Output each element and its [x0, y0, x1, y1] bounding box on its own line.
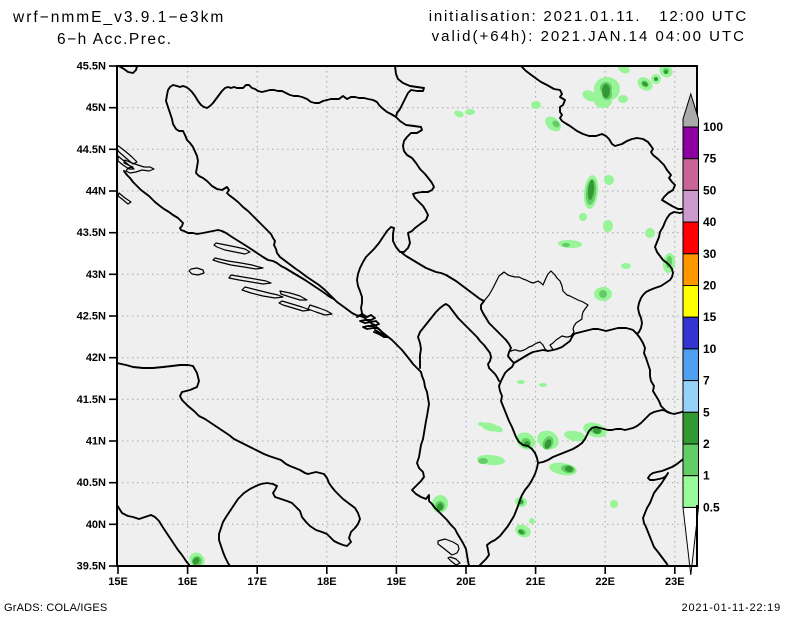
svg-text:40.5N: 40.5N	[77, 477, 106, 489]
svg-text:GrADS: COLA/IGES: GrADS: COLA/IGES	[4, 602, 107, 614]
svg-text:30: 30	[703, 247, 717, 261]
svg-text:5: 5	[703, 405, 710, 419]
svg-text:16E: 16E	[178, 576, 198, 588]
svg-text:50: 50	[703, 183, 717, 197]
svg-text:44.5N: 44.5N	[77, 144, 106, 156]
svg-text:1: 1	[703, 469, 710, 483]
svg-text:15E: 15E	[108, 576, 128, 588]
svg-text:100: 100	[703, 120, 723, 134]
svg-text:75: 75	[703, 152, 717, 166]
svg-text:41.5N: 41.5N	[77, 394, 106, 406]
svg-text:19E: 19E	[387, 576, 407, 588]
svg-text:44N: 44N	[86, 186, 106, 198]
svg-text:initialisation: 2021.01.11.: initialisation: 2021.01.11. 12:00 UTC	[429, 8, 748, 25]
svg-text:21E: 21E	[526, 576, 546, 588]
svg-text:20: 20	[703, 279, 717, 293]
svg-text:15: 15	[703, 310, 717, 324]
svg-text:40N: 40N	[86, 519, 106, 531]
svg-text:45.5N: 45.5N	[77, 61, 106, 73]
svg-text:23E: 23E	[665, 576, 685, 588]
svg-text:2021-01-11-22:19: 2021-01-11-22:19	[682, 602, 781, 614]
svg-text:42.5N: 42.5N	[77, 311, 106, 323]
svg-text:45N: 45N	[86, 102, 106, 114]
svg-text:17E: 17E	[247, 576, 267, 588]
svg-text:42N: 42N	[86, 352, 106, 364]
svg-text:0.5: 0.5	[703, 500, 720, 514]
svg-text:wrf−nmmE_v3.9.1−e3km: wrf−nmmE_v3.9.1−e3km	[12, 9, 225, 26]
svg-text:2: 2	[703, 437, 710, 451]
svg-text:43N: 43N	[86, 269, 106, 281]
svg-text:39.5N: 39.5N	[77, 561, 106, 573]
svg-text:valid(+64h): 2021.JAN.14 04:00: valid(+64h): 2021.JAN.14 04:00 UTC	[432, 28, 746, 45]
svg-text:18E: 18E	[317, 576, 337, 588]
svg-text:22E: 22E	[595, 576, 615, 588]
svg-text:40: 40	[703, 215, 717, 229]
svg-text:41N: 41N	[86, 436, 106, 448]
svg-text:6−h Acc.Prec.: 6−h Acc.Prec.	[57, 31, 173, 48]
svg-text:20E: 20E	[456, 576, 476, 588]
svg-text:10: 10	[703, 342, 717, 356]
svg-text:43.5N: 43.5N	[77, 227, 106, 239]
svg-text:7: 7	[703, 374, 710, 388]
